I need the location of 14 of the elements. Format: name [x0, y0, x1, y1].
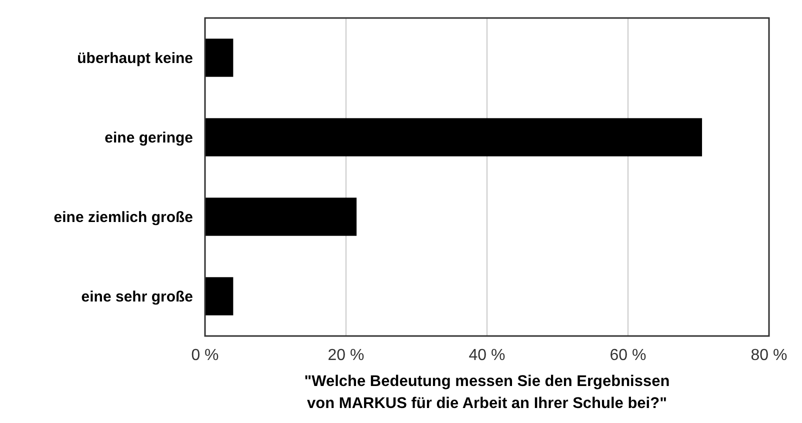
x-tick-label: 20 %: [328, 347, 364, 364]
bar: [205, 277, 234, 316]
y-tick-label: eine ziemlich große: [54, 209, 193, 226]
x-axis-title: "Welche Bedeutung messen Sie den Ergebnissen von MARKUS für die Arbeit an Ihrer Schule bei?": [304, 373, 670, 412]
x-tick-label: 60 %: [610, 347, 646, 364]
x-tick-label: 80 %: [750, 347, 788, 364]
bar: [205, 198, 357, 236]
x-tick-label: 0 %: [191, 347, 219, 364]
x-tick-label: 40 %: [468, 347, 506, 364]
y-tick-label: überhaupt keine: [77, 50, 193, 67]
bar: [205, 118, 702, 156]
y-tick-label: eine geringe: [104, 130, 193, 146]
y-tick-label: eine sehr große: [81, 288, 193, 306]
bar: [205, 38, 234, 77]
